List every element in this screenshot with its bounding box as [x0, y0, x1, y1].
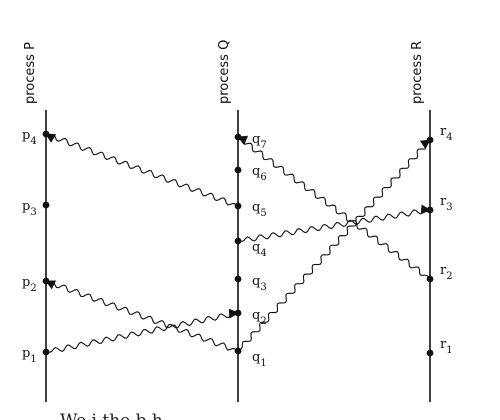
event-index: 5	[260, 208, 266, 219]
footer-text: We i the b h	[60, 411, 163, 420]
event-label-r4: r4	[440, 124, 453, 143]
event-dot-q1	[234, 347, 242, 355]
event-index: 2	[260, 316, 266, 327]
event-dot-p3	[42, 201, 50, 209]
event-index: 6	[260, 172, 266, 183]
event-index: 4	[446, 132, 452, 143]
message-q1-to-r4	[237, 139, 431, 352]
event-label-q6: q6	[252, 164, 267, 183]
messages-group	[45, 133, 431, 353]
event-letter: q	[252, 308, 260, 323]
event-dot-p1	[42, 348, 50, 356]
event-letter: p	[22, 128, 30, 143]
event-letter: q	[252, 350, 260, 365]
event-dot-q4	[234, 237, 242, 245]
event-label-p4: p4	[22, 128, 37, 147]
event-dot-r1	[426, 349, 434, 357]
event-label-q3: q3	[252, 274, 267, 293]
event-letter: p	[22, 275, 30, 290]
event-letter: r	[440, 263, 447, 278]
event-dot-p4	[42, 130, 50, 138]
event-label-q1: q1	[252, 350, 267, 369]
process-r-label: process R	[410, 41, 425, 104]
event-dot-r4	[426, 136, 434, 144]
message-q4-to-r3	[237, 204, 431, 242]
event-dot-q3	[234, 275, 242, 283]
event-letter: p	[22, 346, 30, 361]
event-label-p3: p3	[22, 199, 37, 218]
event-index: 1	[30, 354, 36, 365]
event-index: 4	[30, 136, 36, 147]
event-dot-r3	[426, 206, 434, 214]
event-letter: q	[252, 200, 260, 215]
event-letter: q	[252, 240, 260, 255]
event-label-r1: r1	[440, 337, 453, 356]
event-letter: q	[252, 132, 260, 147]
event-index: 2	[446, 271, 452, 282]
event-label-q4: q4	[252, 240, 267, 259]
event-letter: r	[440, 194, 447, 209]
event-dot-r2	[426, 275, 434, 283]
message-q1-to-p2	[45, 280, 239, 352]
event-dot-q5	[234, 202, 242, 210]
event-label-q2: q2	[252, 308, 267, 327]
event-index: 3	[446, 202, 452, 213]
event-index: 3	[30, 207, 36, 218]
event-letter: q	[252, 164, 260, 179]
event-index: 1	[260, 358, 266, 369]
event-letter: r	[440, 124, 447, 139]
event-letter: q	[252, 274, 260, 289]
event-index: 4	[260, 248, 266, 259]
event-dot-q2	[234, 309, 242, 317]
event-label-q5: q5	[252, 200, 267, 219]
process-p-label: process P	[23, 42, 38, 104]
message-r2-to-q7	[237, 135, 431, 280]
event-label-q7: q7	[252, 132, 267, 151]
event-dot-q7	[234, 133, 242, 141]
event-index: 3	[260, 282, 266, 293]
event-label-r2: r2	[440, 263, 453, 282]
event-label-p1: p1	[22, 346, 37, 365]
message-p1-to-q2	[45, 308, 239, 353]
event-label-p2: p2	[22, 275, 37, 294]
event-index: 7	[260, 140, 266, 151]
event-dot-p2	[42, 277, 50, 285]
event-letter: r	[440, 337, 447, 352]
event-letter: p	[22, 199, 30, 214]
process-q-label: process Q	[217, 40, 232, 104]
event-dot-q6	[234, 166, 242, 174]
message-q5-to-p4	[45, 133, 239, 207]
event-label-r3: r3	[440, 194, 453, 213]
event-index: 1	[446, 345, 452, 356]
event-index: 2	[30, 283, 36, 294]
